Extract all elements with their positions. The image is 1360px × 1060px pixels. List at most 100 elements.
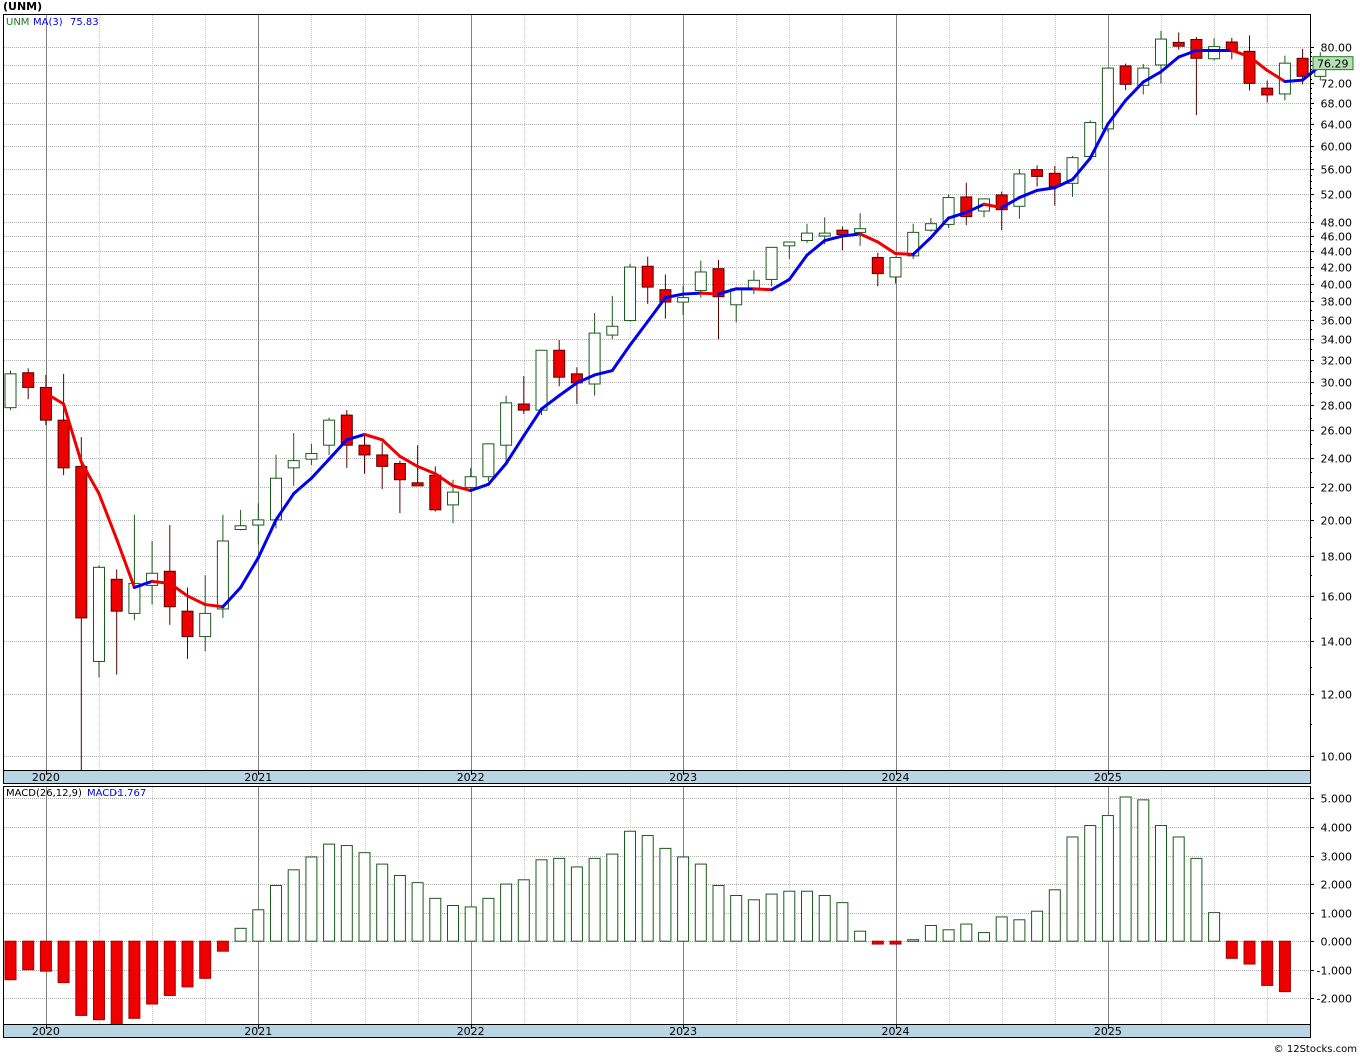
candle [1031, 165, 1044, 187]
candle-body-up [924, 223, 937, 231]
macd-y-tick-label: -1.000 [1317, 965, 1352, 978]
macd-bar-negative [57, 940, 70, 984]
candle-body-up [464, 476, 477, 488]
price-y-tick-label: 44.00 [1321, 246, 1353, 259]
ma-segment [717, 287, 738, 296]
price-x-tick-label: 2022 [457, 771, 485, 784]
macd-bar-negative [889, 940, 902, 945]
candle-body-down [1296, 57, 1309, 77]
price-x-axis-band [3, 770, 1311, 784]
macd-bar-negative [1243, 940, 1256, 965]
ma-segment [646, 296, 667, 323]
candle-body-up [234, 525, 247, 531]
price-y-tick-label: 72.00 [1321, 78, 1353, 91]
candle-body-down [641, 265, 654, 288]
candle [1261, 80, 1274, 103]
ma-segment [770, 277, 791, 292]
ma-segment [132, 579, 154, 590]
candle-body-down [163, 570, 176, 608]
price-y-tick-label: 12.00 [1321, 689, 1353, 702]
candle [234, 509, 247, 531]
ma-segment [44, 391, 66, 406]
macd-x-axis: 2020 2021 2022 2023 2024 2025 [32, 1025, 1122, 1038]
macd-panel-frame [3, 786, 1311, 1025]
candle [146, 540, 159, 605]
candle [1155, 30, 1167, 84]
macd-legend-label: MACD: [87, 788, 120, 799]
candle-body-up [500, 402, 513, 446]
macd-bar-positive [1172, 836, 1185, 942]
ma-segment [469, 482, 490, 493]
candle [4, 370, 17, 411]
macd-bar-positive [1013, 919, 1026, 942]
candle [110, 569, 123, 675]
candle [1137, 64, 1150, 95]
ma-segment [823, 234, 844, 243]
macd-bar-positive [765, 893, 778, 942]
ma-segment [947, 210, 968, 220]
candle-body-up [1013, 173, 1026, 207]
candle [1066, 155, 1079, 197]
macd-bar-positive [1101, 815, 1114, 942]
macd-bar-positive [1031, 910, 1044, 942]
candle [765, 246, 778, 287]
macd-bar-positive [907, 939, 920, 942]
ma-segment [557, 381, 579, 398]
candle-body-up [1066, 157, 1079, 184]
ma-segment [876, 240, 897, 256]
ma-segment [115, 537, 136, 590]
ma-segment [982, 202, 1004, 210]
ma-segment [363, 432, 384, 442]
candle [57, 373, 70, 476]
candle-body-down [553, 349, 566, 378]
macd-bar-positive [818, 895, 831, 942]
macd-bar-positive [1137, 799, 1150, 942]
candle [517, 376, 530, 414]
candle [482, 443, 495, 482]
candle-body-up [93, 566, 105, 662]
candle [323, 417, 336, 455]
candle [783, 241, 796, 260]
candle-body-down [411, 482, 424, 487]
ma-segment [929, 216, 951, 240]
candle-body-up [889, 256, 902, 278]
ma-segment [1159, 55, 1181, 74]
candle [1013, 169, 1026, 219]
candle [677, 286, 690, 315]
macd-bar-negative [93, 940, 105, 1021]
candle-body-up [677, 297, 690, 303]
candle-body-down [22, 372, 35, 388]
ma-segment [1088, 122, 1110, 160]
price-y-tick-label: 48.00 [1321, 217, 1353, 230]
ma-segment [1035, 186, 1057, 192]
candle-body-up [801, 232, 813, 242]
candle-body-up [1208, 46, 1221, 60]
ma-segment [150, 579, 172, 585]
macd-bar-negative [163, 940, 176, 996]
ma-segment [663, 292, 685, 300]
candle [305, 443, 318, 465]
price-y-tick-label: 68.00 [1321, 98, 1353, 111]
macd-bar-positive [464, 906, 477, 942]
macd-y-tick-label: 1.000 [1321, 908, 1353, 921]
price-y-tick-label: 64.00 [1321, 119, 1353, 132]
macd-bar-positive [836, 902, 849, 942]
macd-bars [4, 796, 1291, 1026]
ma-segment [1124, 80, 1145, 102]
macd-bar-negative [4, 940, 17, 981]
price-panel-frame [3, 14, 1311, 771]
candle [889, 256, 902, 284]
macd-bar-positive [234, 927, 247, 942]
candle-body-down [1119, 65, 1132, 85]
macd-bar-positive [535, 859, 548, 942]
macd-bar-negative [181, 940, 194, 988]
candle [641, 256, 654, 304]
macd-bar-positive [854, 930, 867, 942]
macd-bar-positive [287, 869, 300, 942]
candle [22, 368, 35, 400]
price-grid [4, 15, 1310, 770]
candle [624, 263, 636, 322]
price-x-tick-label: 2025 [1094, 771, 1122, 784]
ma-segment [1265, 68, 1287, 83]
